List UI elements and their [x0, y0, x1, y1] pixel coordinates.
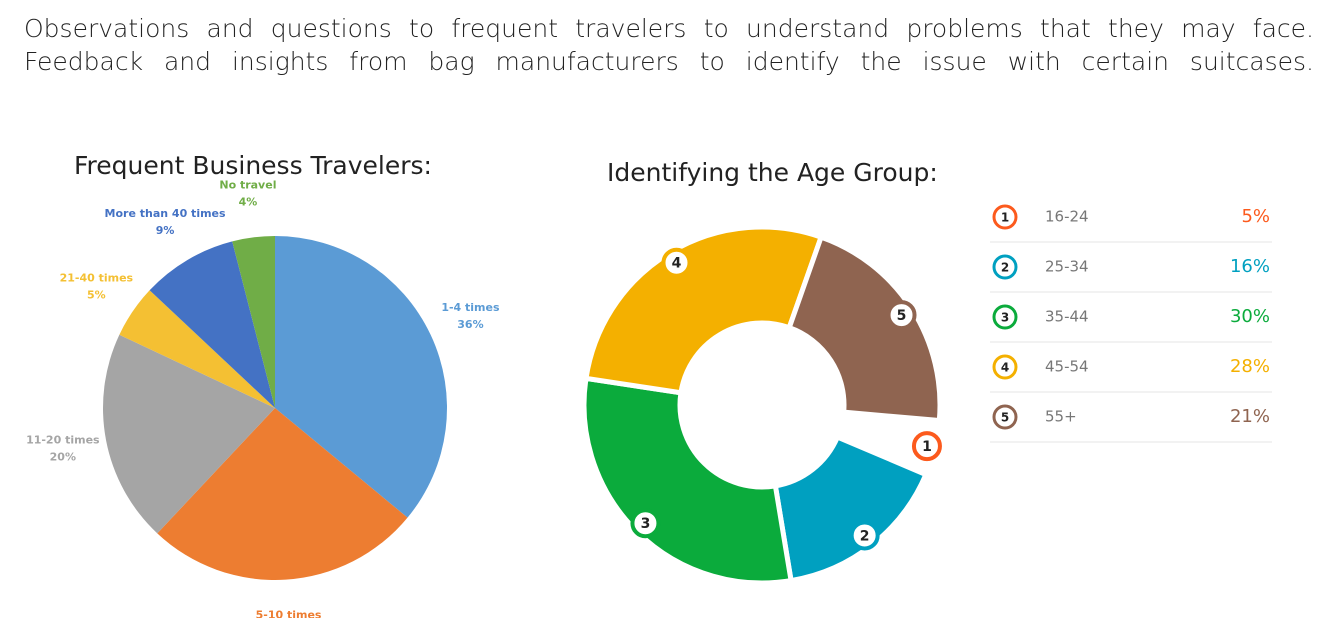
legend-category: 35-44 — [1045, 308, 1089, 326]
legend-value: 5% — [1241, 206, 1270, 227]
legend-value: 28% — [1230, 356, 1270, 377]
slice-value: 5% — [87, 289, 106, 302]
slice-label: More than 40 times — [105, 207, 226, 220]
legend-value: 30% — [1230, 306, 1270, 327]
pie-slice — [157, 408, 408, 580]
segment-marker — [661, 247, 692, 278]
legend-category: 16-24 — [1045, 208, 1089, 226]
pie-slice — [119, 290, 275, 408]
segment-number: 3 — [641, 516, 651, 532]
legend-marker — [992, 354, 1018, 380]
slice-value: 20% — [50, 450, 76, 463]
slice-label: 5-10 times — [256, 609, 322, 618]
slice-label: 21-40 times — [60, 272, 134, 285]
pie-slice — [232, 236, 275, 408]
slice-value: 9% — [156, 224, 175, 237]
donut-segment — [786, 233, 943, 424]
pie-slice — [275, 236, 447, 518]
slice-value: 4% — [239, 196, 258, 209]
legend-number: 5 — [1001, 411, 1009, 425]
segment-number: 1 — [922, 439, 932, 455]
chart-title: Frequent Business Travelers: — [74, 151, 432, 180]
segment-number: 2 — [860, 528, 870, 544]
segment-marker — [911, 431, 942, 462]
slice-label: No travel — [219, 179, 276, 192]
donut-segment — [772, 433, 930, 584]
legend-number: 4 — [1001, 361, 1009, 375]
chart-title: Identifying the Age Group: — [607, 158, 938, 187]
legend-number: 3 — [1001, 311, 1009, 325]
segment-marker — [886, 300, 917, 331]
legend-number: 1 — [1001, 211, 1009, 225]
legend-value: 21% — [1230, 406, 1270, 427]
legend-category: 45-54 — [1045, 358, 1089, 376]
segment-number: 5 — [897, 308, 907, 324]
donut-segment — [583, 224, 825, 396]
legend-marker — [992, 304, 1018, 330]
donut-segment — [581, 375, 794, 586]
legend-marker — [992, 404, 1018, 430]
segment-marker — [849, 520, 880, 551]
legend-category: 55+ — [1045, 408, 1077, 426]
segment-number: 4 — [672, 256, 682, 272]
pie-slice — [102, 334, 275, 534]
slice-label: 1-4 times — [441, 301, 500, 314]
legend-category: 25-34 — [1045, 258, 1089, 276]
legend-value: 16% — [1230, 256, 1270, 277]
pie-slice — [149, 241, 275, 408]
intro-text: Observations and questions to frequent t… — [24, 14, 1314, 76]
segment-marker — [630, 508, 661, 539]
legend-marker — [992, 204, 1018, 230]
slice-label: 11-20 times — [26, 433, 100, 446]
legend-number: 2 — [1001, 261, 1009, 275]
legend-marker — [992, 254, 1018, 280]
slice-value: 36% — [457, 318, 483, 331]
